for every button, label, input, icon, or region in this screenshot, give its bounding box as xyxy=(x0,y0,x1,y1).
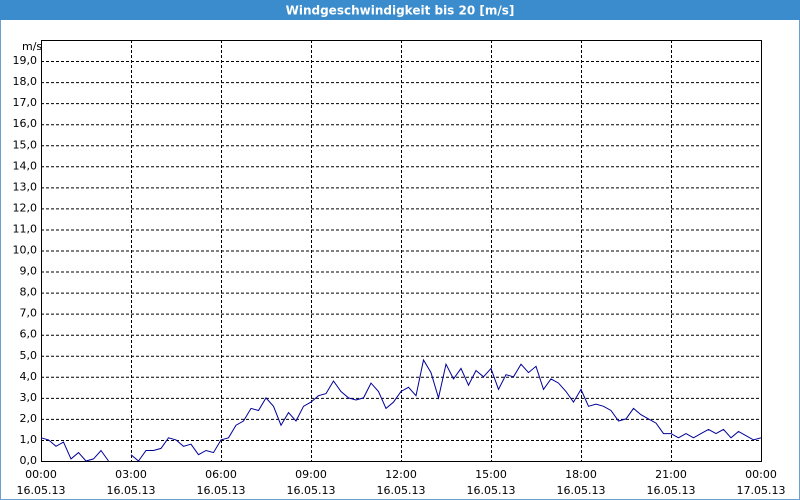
x-tick-label: 03:00 xyxy=(115,468,147,481)
x-tick-label: 06:00 xyxy=(205,468,237,481)
y-tick-label: 6,0 xyxy=(20,328,38,341)
y-tick-label: 18,0 xyxy=(13,75,38,88)
y-tick-label: 3,0 xyxy=(20,391,38,404)
x-tick-label: 18:00 xyxy=(565,468,597,481)
y-tick-label: 15,0 xyxy=(13,138,38,151)
title-bar xyxy=(0,0,800,20)
y-tick-label: 10,0 xyxy=(13,244,38,257)
x-tick-date: 16.05.13 xyxy=(647,484,696,497)
y-tick-label: 5,0 xyxy=(20,349,38,362)
y-tick-label: 19,0 xyxy=(13,54,38,67)
y-tick-label: 14,0 xyxy=(13,159,38,172)
y-axis-unit: m/s xyxy=(22,40,42,53)
x-tick-date: 16.05.13 xyxy=(107,484,156,497)
y-tick-label: 0,0 xyxy=(20,454,38,467)
x-tick-date: 16.05.13 xyxy=(467,484,516,497)
x-tick-date: 17.05.13 xyxy=(737,484,786,497)
y-tick-label: 12,0 xyxy=(13,201,38,214)
y-tick-label: 8,0 xyxy=(20,286,38,299)
x-tick-date: 16.05.13 xyxy=(377,484,426,497)
x-tick-date: 16.05.13 xyxy=(287,484,336,497)
x-tick-label: 00:00 xyxy=(745,468,777,481)
y-tick-label: 17,0 xyxy=(13,96,38,109)
data-line xyxy=(40,358,762,462)
x-tick-label: 12:00 xyxy=(385,468,417,481)
plot-frame xyxy=(41,40,762,462)
y-tick-label: 1,0 xyxy=(20,433,38,446)
x-tick-label: 15:00 xyxy=(475,468,507,481)
y-tick-label: 2,0 xyxy=(20,412,38,425)
x-tick-label: 21:00 xyxy=(655,468,687,481)
y-tick-label: 16,0 xyxy=(13,117,38,130)
x-tick-date: 16.05.13 xyxy=(557,484,606,497)
x-tick-label: 09:00 xyxy=(295,468,327,481)
y-tick-label: 13,0 xyxy=(13,180,38,193)
x-tick-label: 00:00 xyxy=(25,468,57,481)
chart-title: Windgeschwindigkeit bis 20 [m/s] xyxy=(286,4,515,18)
y-tick-label: 4,0 xyxy=(20,370,38,383)
y-tick-label: 7,0 xyxy=(20,307,38,320)
y-tick-label: 9,0 xyxy=(20,265,38,278)
x-tick-date: 16.05.13 xyxy=(17,484,66,497)
y-tick-label: 11,0 xyxy=(13,222,38,235)
x-tick-date: 16.05.13 xyxy=(197,484,246,497)
